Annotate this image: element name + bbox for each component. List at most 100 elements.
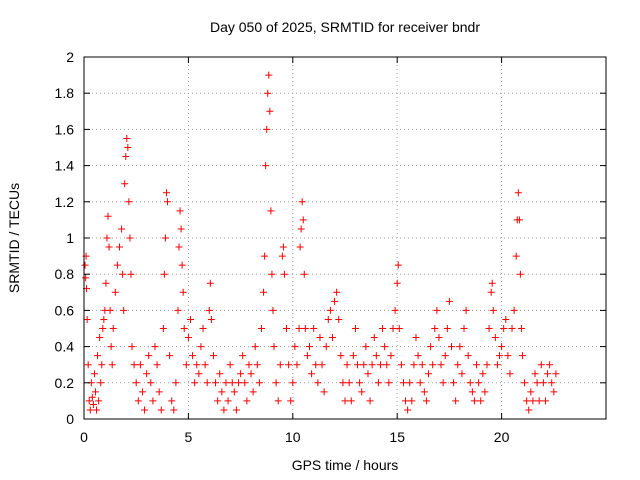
y-tick-label: 1.6 [55, 121, 75, 137]
data-point [113, 261, 121, 269]
data-point [224, 397, 232, 405]
y-axis-label: SRMTID / TECUs [6, 183, 22, 293]
data-point [450, 379, 458, 387]
data-point [197, 343, 205, 351]
data-point [518, 352, 526, 360]
data-point [205, 306, 213, 314]
data-point [155, 388, 163, 396]
data-point [316, 334, 324, 342]
data-point [134, 397, 142, 405]
data-points [81, 71, 560, 414]
data-point [529, 397, 537, 405]
data-point [489, 306, 497, 314]
data-point [175, 243, 183, 251]
data-point [431, 325, 439, 332]
y-tick-label: 0.4 [55, 339, 75, 355]
data-point [504, 352, 512, 360]
data-point [345, 379, 353, 387]
data-point [372, 352, 380, 360]
data-point [102, 279, 110, 287]
data-point [508, 325, 516, 332]
data-point [515, 216, 523, 224]
data-point [168, 397, 176, 405]
data-point [207, 315, 215, 323]
data-point [276, 361, 284, 369]
data-point [195, 370, 203, 378]
data-point [546, 361, 554, 369]
data-point [535, 397, 543, 405]
data-point [151, 343, 159, 351]
data-point [303, 352, 311, 360]
data-point [422, 397, 430, 405]
data-point [201, 361, 209, 369]
y-tick-labels: 0 0.2 0.4 0.6 0.8 1 1.2 1.4 1.6 1.8 2 [55, 49, 75, 427]
data-point [90, 370, 98, 378]
data-point [106, 306, 114, 314]
data-point [531, 370, 539, 378]
axis-ticks [83, 56, 606, 420]
data-point [228, 379, 236, 387]
y-tick-label: 1.4 [55, 158, 75, 174]
data-point [199, 325, 207, 332]
data-point [241, 379, 249, 387]
data-point [488, 279, 496, 287]
data-point [128, 343, 136, 351]
data-point [103, 234, 111, 242]
data-point [349, 352, 357, 360]
data-point [466, 379, 474, 387]
data-point [301, 325, 309, 332]
data-point [125, 198, 133, 206]
data-point [180, 325, 188, 332]
data-point [126, 234, 134, 242]
chart-title: Day 050 of 2025, SRMTID for receiver bnd… [210, 19, 480, 35]
data-point [297, 225, 305, 233]
data-point [347, 397, 355, 405]
data-point [124, 144, 132, 151]
data-point [360, 361, 368, 369]
data-point [496, 352, 504, 360]
data-point [212, 379, 220, 387]
data-point [218, 388, 226, 396]
data-point [170, 406, 178, 414]
data-point [416, 379, 424, 387]
data-point [270, 343, 278, 351]
data-point [310, 325, 318, 332]
data-point [166, 352, 174, 360]
data-point [510, 306, 518, 314]
data-point [262, 162, 270, 170]
data-point [97, 379, 105, 387]
data-point [267, 207, 275, 215]
data-point [481, 388, 489, 396]
data-point [149, 397, 157, 405]
y-tick-label: 2 [66, 49, 74, 65]
data-point [333, 288, 341, 296]
data-point [516, 270, 524, 278]
data-point [251, 343, 259, 351]
data-point [243, 397, 251, 405]
data-point [443, 325, 451, 332]
data-point [89, 401, 97, 409]
data-point [263, 125, 271, 133]
data-point [105, 243, 113, 251]
data-point [203, 379, 211, 387]
data-point [331, 297, 339, 305]
data-point [182, 361, 190, 369]
data-point [445, 297, 453, 305]
data-point [82, 274, 90, 282]
data-point [245, 361, 253, 369]
data-point [364, 370, 372, 378]
data-point [115, 243, 123, 251]
data-point [385, 379, 393, 387]
y-tick-label: 1 [66, 230, 74, 246]
data-point [280, 270, 288, 278]
data-point [260, 288, 268, 296]
y-tick-label: 1.8 [55, 85, 75, 101]
data-point [111, 288, 119, 296]
data-point [136, 361, 144, 369]
x-tick-label: 20 [494, 429, 510, 445]
data-point [387, 352, 395, 360]
data-point [521, 379, 529, 387]
data-point [237, 370, 245, 378]
data-point [314, 379, 322, 387]
